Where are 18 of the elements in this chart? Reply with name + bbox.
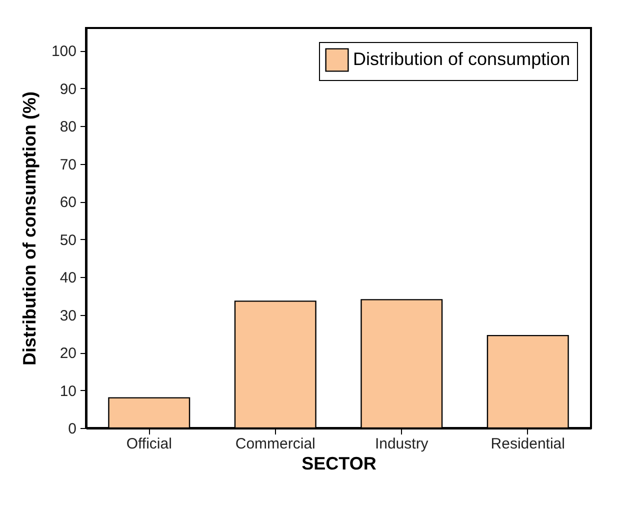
y-tick-label: 90 <box>60 80 76 98</box>
y-tick-label: 0 <box>68 420 76 438</box>
y-tick-label: 70 <box>60 156 76 174</box>
legend-label: Distribution of consumption <box>353 49 570 69</box>
x-tick-label: Industry <box>374 436 429 452</box>
y-tick-label: 100 <box>51 43 76 60</box>
x-tick-label: Commercial <box>235 436 316 452</box>
x-tick-label: Residential <box>490 436 565 452</box>
y-tick-label: 80 <box>60 118 76 136</box>
y-tick-label: 40 <box>60 270 76 287</box>
y-axis-title: Distribution of consumption (%) <box>19 92 40 366</box>
x-axis-title: SECTOR <box>302 454 376 474</box>
x-tick-label: Official <box>126 436 172 452</box>
y-tick-label: 30 <box>60 307 76 324</box>
y-tick-label: 50 <box>60 232 76 249</box>
y-tick-label: 20 <box>60 345 76 362</box>
y-tick-label: 10 <box>60 382 76 400</box>
y-tick-label: 60 <box>60 194 76 212</box>
